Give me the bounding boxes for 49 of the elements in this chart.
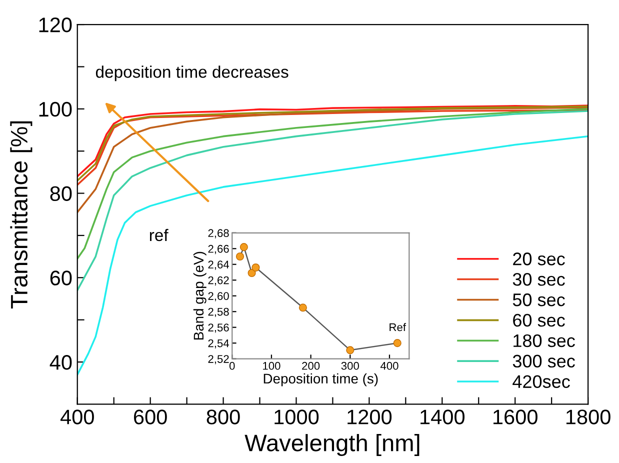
- annotation: Ref: [390, 323, 406, 332]
- x-axis-title: Wavelength [nm]: [244, 434, 420, 456]
- x-tick-label: 600: [134, 410, 167, 424]
- y-tick-label: 2,66: [208, 244, 229, 254]
- point: [252, 263, 260, 272]
- y-tick-label: 2,52: [208, 355, 229, 364]
- y-tick-label: 2,56: [208, 324, 229, 333]
- y-axis-title: Band gap (eV): [193, 252, 206, 340]
- legend-label: 30 sec: [512, 272, 565, 286]
- x-tick-label: 0: [229, 362, 235, 370]
- annotation: ref: [150, 228, 168, 242]
- legend-label: 20 sec: [513, 252, 565, 266]
- x-tick-label: 1800: [566, 410, 610, 424]
- y-tick-label: 2,62: [208, 276, 229, 286]
- legend-label: 50 sec: [512, 293, 565, 306]
- legend-label: 300 sec: [512, 354, 575, 368]
- x-tick-label: 800: [206, 410, 240, 424]
- point: [298, 304, 307, 312]
- y-tick-label: 40: [50, 355, 72, 370]
- x-tick-label: 1200: [348, 410, 392, 424]
- point: [236, 252, 244, 261]
- point: [393, 339, 402, 348]
- x-tick-label: 1000: [274, 410, 319, 424]
- legend-label: 180 sec: [514, 334, 575, 348]
- x-tick-label: 400: [380, 362, 398, 370]
- y-tick-label: 2,68: [208, 229, 229, 238]
- y-tick-label: 60: [50, 270, 72, 286]
- y-tick-label: 2,60: [208, 292, 229, 302]
- legend-label: 60 sec: [513, 314, 565, 327]
- line-series: [77, 106, 588, 214]
- point: [248, 269, 256, 278]
- legend-label: 420sec: [512, 375, 570, 388]
- y-tick-label: 100: [39, 102, 72, 117]
- x-tick-label: 100: [263, 362, 280, 370]
- x-axis-title: Deposition time (s): [264, 373, 378, 386]
- y-tick-label: 80: [50, 186, 72, 202]
- x-tick-label: 300: [341, 362, 359, 370]
- x-tick-label: 1400: [420, 410, 465, 424]
- x-tick-label: 1600: [494, 410, 538, 424]
- point: [346, 346, 354, 354]
- y-tick-label: 2,54: [208, 339, 230, 349]
- y-tick-label: 120: [39, 18, 72, 32]
- annotation: deposition time decreases: [96, 66, 288, 82]
- x-tick-label: 400: [60, 410, 94, 424]
- point: [240, 243, 248, 252]
- x-tick-label: 200: [302, 362, 320, 370]
- y-tick-label: 2,58: [208, 308, 229, 318]
- y-axis-title: Transmittance [%]: [10, 121, 32, 309]
- y-tick-label: 2,64: [208, 260, 230, 270]
